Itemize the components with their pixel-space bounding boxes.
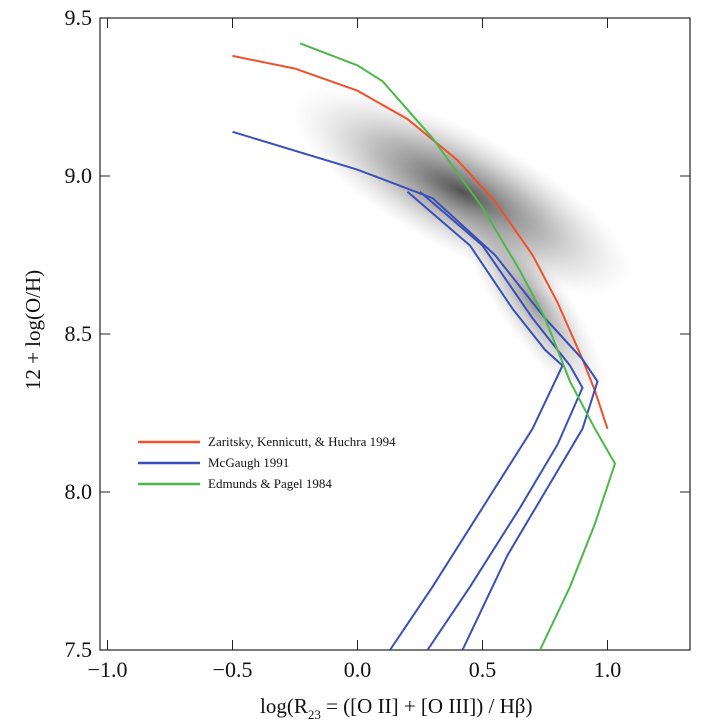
y-tick-label: 9.0 — [65, 163, 93, 188]
x-tick-label: −0.5 — [213, 657, 253, 682]
x-label-sub: 23 — [308, 707, 321, 722]
x-axis-label: log(R23 = ([O II] + [O III]) / Hβ) — [260, 694, 532, 722]
x-label-part: = ([O II] + [O III]) / Hβ) — [321, 694, 533, 718]
legend-label: Zaritsky, Kennicutt, & Huchra 1994 — [208, 434, 396, 449]
series-line — [232, 54, 609, 430]
legend-label: McGaugh 1991 — [208, 455, 289, 470]
x-tick-label: 0.0 — [344, 657, 372, 682]
y-tick-label: 8.0 — [65, 479, 93, 504]
y-tick-label: 8.5 — [65, 321, 93, 346]
y-tick-label: 7.5 — [65, 637, 93, 662]
density-cloud — [292, 88, 633, 403]
legend-label: Edmunds & Pagel 1984 — [208, 476, 332, 491]
x-tick-label: 1.0 — [594, 657, 622, 682]
x-tick-label: −1.0 — [88, 657, 128, 682]
series-line — [232, 130, 599, 651]
series-line — [299, 42, 617, 651]
y-axis-label: 12 + log(O/H) — [21, 270, 45, 390]
cloud-blob — [292, 88, 633, 296]
x-label-part: log(R — [260, 694, 308, 718]
plot: −1.0 −0.5 0.0 0.5 1.0 7.5 8.0 8.5 9.0 9.5 Zaritsky… — [65, 5, 691, 682]
x-tick-label: 0.5 — [469, 657, 497, 682]
y-tick-label: 9.5 — [65, 5, 93, 30]
